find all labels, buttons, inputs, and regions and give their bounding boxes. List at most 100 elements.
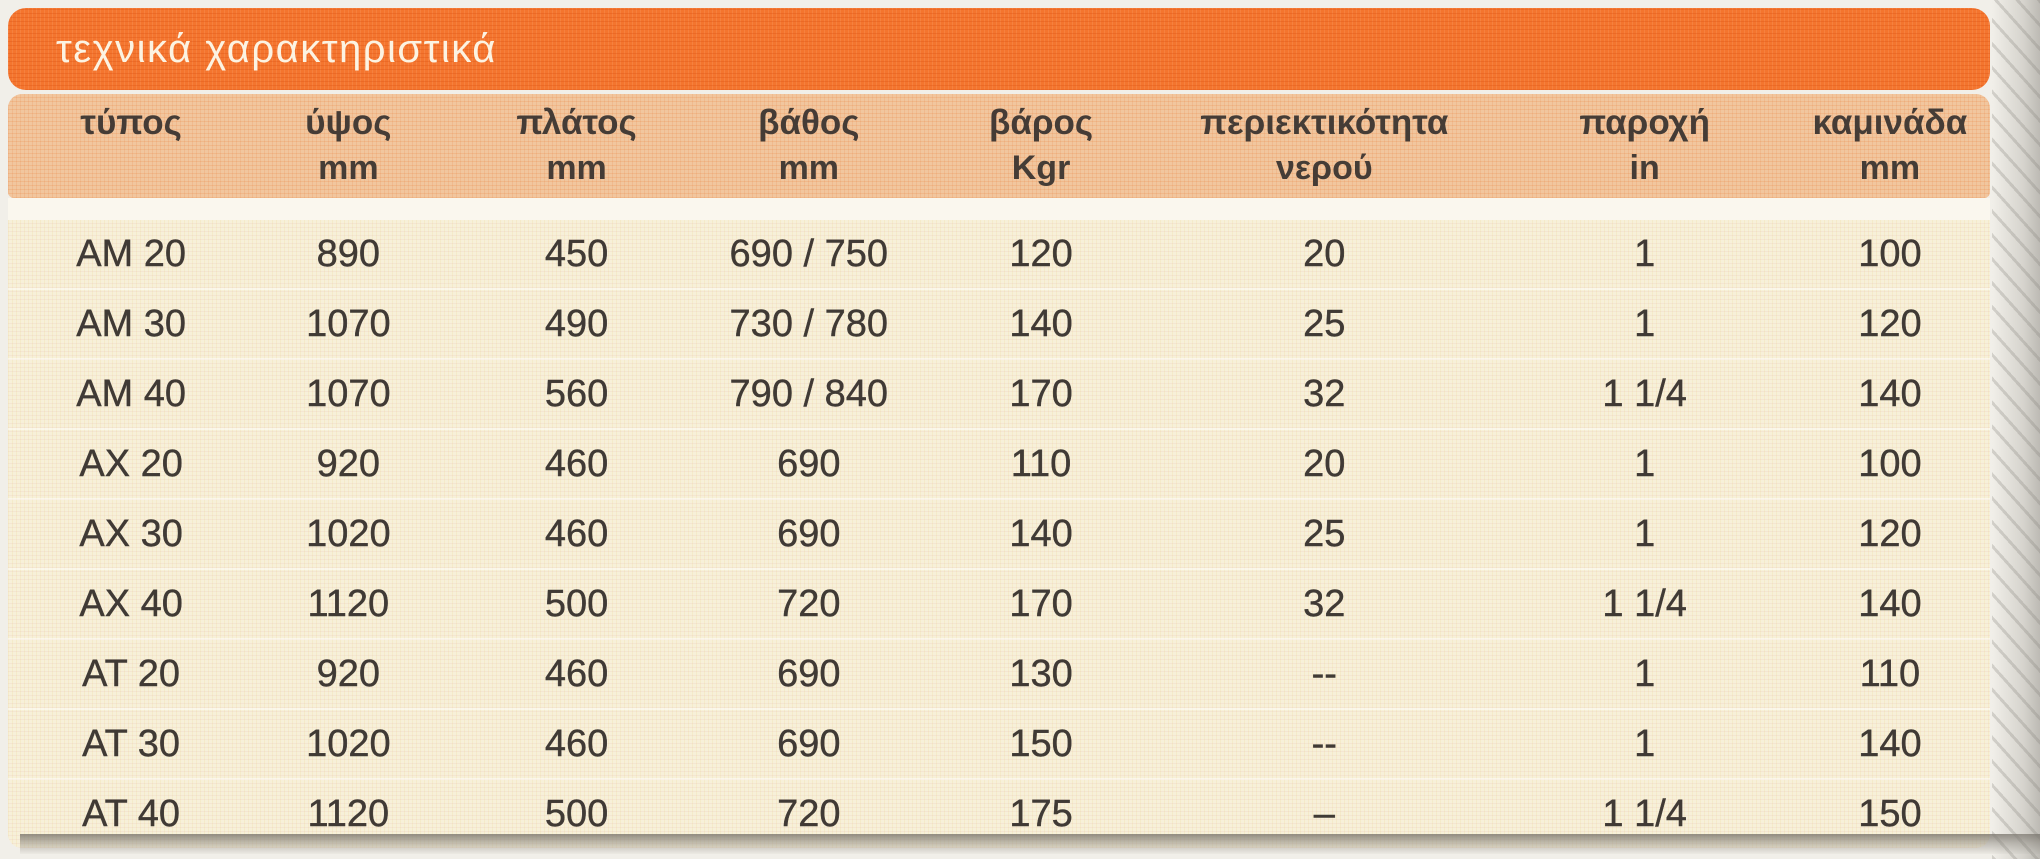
cell-chimney: 100: [1858, 232, 1922, 275]
column-label: τύπος: [80, 102, 182, 142]
cell-depth: 690: [777, 442, 841, 485]
cell-supply: 1 1/4: [1602, 792, 1687, 835]
column-label: βάρος: [988, 102, 1094, 142]
cell-type: AX 30: [79, 512, 183, 555]
cell-water-content: –: [1313, 792, 1336, 835]
spec-sheet-card: τεχνικά χαρακτηριστικά τύπος ύψος mm πλάτος…: [8, 8, 1990, 848]
column-unit: mm: [778, 149, 840, 188]
cell-supply: 1 1/4: [1602, 372, 1687, 415]
cell-width: 460: [544, 722, 609, 765]
cell-water-content: 32: [1303, 372, 1346, 415]
cell-water-content: 25: [1303, 302, 1346, 345]
cell-type: AM 40: [76, 372, 187, 415]
cell-water-content: 20: [1303, 442, 1346, 485]
table-row-ax-30: AX 30 1020 460 690 140 25 1 120: [8, 498, 1990, 568]
column-label: ύψος: [305, 102, 392, 142]
cell-supply: 1 1/4: [1602, 582, 1687, 625]
column-unit: in: [1629, 149, 1660, 188]
cell-type: AX 40: [79, 582, 183, 625]
cell-depth: 730 / 780: [729, 302, 889, 345]
cell-width: 460: [544, 652, 609, 695]
cell-type: AM 20: [76, 232, 187, 275]
cell-height: 920: [316, 652, 381, 695]
cell-supply: 1: [1634, 232, 1656, 275]
cell-depth: 690: [777, 512, 841, 555]
column-header-width: πλάτος mm: [468, 102, 684, 189]
cell-water-content: --: [1311, 652, 1337, 695]
cell-height: 1020: [306, 512, 391, 555]
column-label: βάθος: [758, 102, 860, 142]
cell-weight: 175: [1009, 792, 1073, 835]
cell-height: 1120: [307, 582, 390, 625]
cell-type: AT 20: [82, 652, 181, 695]
cell-type: AX 20: [79, 442, 183, 485]
cell-height: 1070: [306, 372, 391, 415]
scan-right-edge: [1992, 0, 2040, 859]
cell-width: 560: [544, 372, 609, 415]
column-unit: mm: [1859, 149, 1921, 188]
column-header-depth: βάθος mm: [685, 102, 933, 189]
column-label: παροχή: [1579, 102, 1710, 142]
column-header-weight: βάρος Kgr: [933, 102, 1149, 189]
table-header-row: τύπος ύψος mm πλάτος mm βάθος mm βάρος Kgr περιεκ…: [8, 94, 1990, 198]
table-row-am-40: AM 40 1070 560 790 / 840 170 32 1 1/4 140: [8, 358, 1990, 428]
column-header-supply: παροχή in: [1500, 102, 1790, 189]
cell-chimney: 100: [1858, 442, 1922, 485]
cell-width: 500: [544, 582, 609, 625]
cell-depth: 720: [777, 582, 841, 625]
column-unit: Kgr: [1011, 149, 1071, 188]
cell-supply: 1: [1634, 302, 1656, 345]
cell-weight: 140: [1009, 512, 1073, 555]
column-label: πλάτος: [516, 102, 637, 142]
cell-depth: 690 / 750: [729, 232, 889, 275]
table-row-at-20: AT 20 920 460 690 130 -- 1 110: [8, 638, 1990, 708]
cell-supply: 1: [1634, 652, 1656, 695]
column-header-chimney: καμινάδα mm: [1790, 102, 1990, 189]
cell-supply: 1: [1634, 722, 1656, 765]
cell-chimney: 150: [1858, 792, 1922, 835]
column-header-height: ύψος mm: [228, 102, 468, 189]
cell-height: 920: [316, 442, 381, 485]
table-row-am-30: AM 30 1070 490 730 / 780 140 25 1 120: [8, 288, 1990, 358]
cell-water-content: 20: [1303, 232, 1346, 275]
table-row-at-30: AT 30 1020 460 690 150 -- 1 140: [8, 708, 1990, 778]
cell-chimney: 110: [1859, 652, 1921, 695]
cell-weight: 120: [1009, 232, 1073, 275]
table-row-am-20: AM 20 890 450 690 / 750 120 20 1 100: [8, 220, 1990, 288]
cell-chimney: 120: [1858, 302, 1922, 345]
scan-bottom-shadow: [20, 834, 2040, 854]
cell-width: 460: [544, 512, 609, 555]
cell-weight: 130: [1009, 652, 1073, 695]
cell-chimney: 140: [1858, 582, 1922, 625]
column-unit: mm: [318, 149, 379, 188]
column-header-type: τύπος: [8, 102, 228, 189]
table-row-at-40: AT 40 1120 500 720 175 – 1 1/4 150: [8, 778, 1990, 848]
header-body-divider: [8, 198, 1990, 220]
cell-height: 1120: [307, 792, 390, 835]
cell-type: AT 30: [82, 722, 181, 765]
cell-supply: 1: [1634, 512, 1656, 555]
cell-weight: 150: [1009, 722, 1073, 765]
cell-depth: 690: [777, 652, 841, 695]
cell-width: 450: [544, 232, 609, 275]
cell-weight: 110: [1010, 442, 1072, 485]
cell-water-content: --: [1311, 722, 1337, 765]
cell-height: 890: [316, 232, 381, 275]
page-title: τεχνικά χαρακτηριστικά: [56, 26, 497, 71]
column-label: περιεκτικότητα: [1200, 102, 1449, 142]
column-unit: mm: [546, 149, 607, 188]
cell-height: 1020: [306, 722, 391, 765]
cell-height: 1070: [306, 302, 391, 345]
cell-chimney: 120: [1858, 512, 1922, 555]
column-header-water-content: περιεκτικότητα νερού: [1149, 102, 1499, 189]
column-unit: νερού: [1276, 149, 1373, 188]
column-label: καμινάδα: [1812, 102, 1968, 142]
cell-width: 460: [544, 442, 609, 485]
cell-depth: 690: [777, 722, 841, 765]
table-row-ax-40: AX 40 1120 500 720 170 32 1 1/4 140: [8, 568, 1990, 638]
cell-weight: 140: [1009, 302, 1073, 345]
cell-supply: 1: [1634, 442, 1656, 485]
table-row-ax-20: AX 20 920 460 690 110 20 1 100: [8, 428, 1990, 498]
cell-type: AM 30: [76, 302, 187, 345]
cell-chimney: 140: [1858, 372, 1922, 415]
